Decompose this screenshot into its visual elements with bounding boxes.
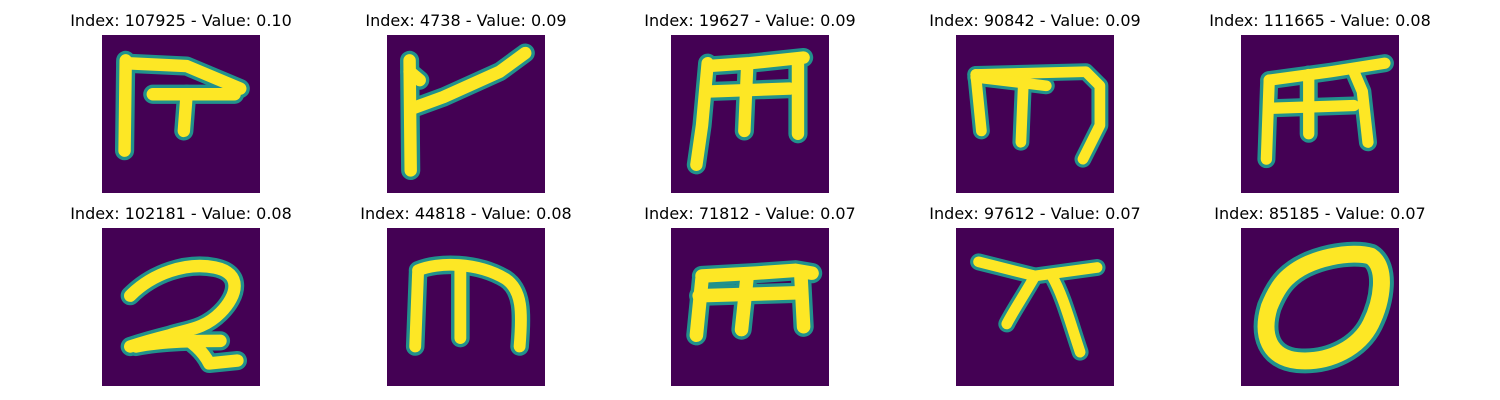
panel-title: Index: 111665 - Value: 0.08: [1209, 11, 1431, 30]
handwritten-character-image: [1241, 35, 1399, 193]
handwritten-character-image: [671, 228, 829, 386]
handwritten-character-image: [671, 35, 829, 193]
panel-title: Index: 71812 - Value: 0.07: [644, 204, 856, 223]
panel-title: Index: 97612 - Value: 0.07: [929, 204, 1141, 223]
panel-title: Index: 19627 - Value: 0.09: [644, 11, 856, 30]
panel-title: Index: 4738 - Value: 0.09: [365, 11, 567, 30]
handwritten-character-image: [956, 35, 1114, 193]
panel-title: Index: 90842 - Value: 0.09: [929, 11, 1141, 30]
handwritten-character-image: [102, 35, 260, 193]
panel-title: Index: 85185 - Value: 0.07: [1214, 204, 1426, 223]
panel-title: Index: 107925 - Value: 0.10: [70, 11, 292, 30]
handwritten-character-image: [1241, 228, 1399, 386]
handwritten-character-image: [387, 228, 545, 386]
handwritten-character-image: [387, 35, 545, 193]
handwritten-character-image: [102, 228, 260, 386]
handwritten-character-image: [956, 228, 1114, 386]
panel-title: Index: 44818 - Value: 0.08: [360, 204, 572, 223]
panel-title: Index: 102181 - Value: 0.08: [70, 204, 292, 223]
